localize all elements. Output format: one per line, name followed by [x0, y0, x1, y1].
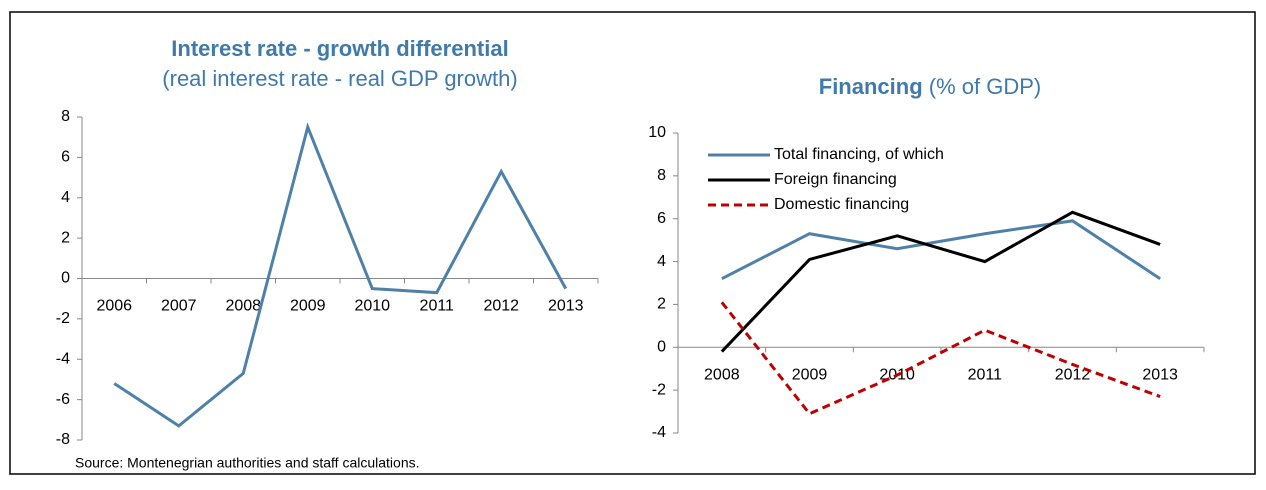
data-line	[720, 210, 1161, 353]
y-tick-label: 2	[61, 229, 70, 246]
legend-label: Total financing, of which	[774, 146, 944, 163]
chart-title: Financing	[819, 74, 923, 99]
y-tick-label: -4	[652, 424, 666, 441]
y-tick-label: 10	[648, 124, 666, 141]
chart-subtitle: (% of GDP)	[929, 74, 1041, 99]
y-tick-label: -2	[652, 381, 666, 398]
y-tick-label: -8	[56, 431, 70, 448]
x-tick-label: 2008	[704, 367, 740, 384]
frame	[9, 11, 1256, 475]
x-tick-label: 2010	[354, 298, 390, 315]
x-tick-label: 2006	[96, 298, 132, 315]
x-tick-label: 2009	[290, 298, 326, 315]
y-tick-label: 4	[657, 253, 666, 270]
y-tick-label: -2	[56, 310, 70, 327]
x-tick-label: 2007	[161, 298, 197, 315]
chart-subtitle: (real interest rate - real GDP growth)	[162, 66, 517, 91]
y-tick-label: -6	[56, 391, 70, 408]
legend-label: Domestic financing	[774, 196, 909, 213]
data-line	[720, 301, 1161, 416]
x-tick-label: 2013	[1142, 367, 1178, 384]
x-tick-label: 2008	[225, 298, 261, 315]
x-tick-label: 2012	[483, 298, 519, 315]
y-tick-label: 6	[657, 210, 666, 227]
y-tick-label: 0	[657, 339, 666, 356]
y-tick-label: 2	[657, 296, 666, 313]
y-tick-label: 8	[61, 108, 70, 125]
x-tick-label: 2011	[420, 298, 455, 315]
y-tick-label: 4	[61, 189, 70, 206]
data-line	[721, 219, 1161, 281]
source-note: Source: Montenegrian authorities and sta…	[75, 455, 420, 471]
chart-title: Interest rate - growth differential	[171, 36, 508, 61]
x-tick-label: 2012	[1055, 367, 1091, 384]
y-tick-label: 0	[61, 270, 70, 287]
x-tick-label: 2009	[792, 367, 828, 384]
y-tick-label: -4	[56, 350, 70, 367]
data-line	[113, 122, 568, 428]
x-tick-label: 2013	[548, 298, 584, 315]
legend-label: Foreign financing	[774, 171, 897, 188]
y-tick-label: 8	[657, 167, 666, 184]
y-tick-label: 6	[61, 149, 70, 166]
x-tick-label: 2011	[968, 367, 1003, 384]
chart-title: Financing (% of GDP)	[819, 74, 1041, 99]
